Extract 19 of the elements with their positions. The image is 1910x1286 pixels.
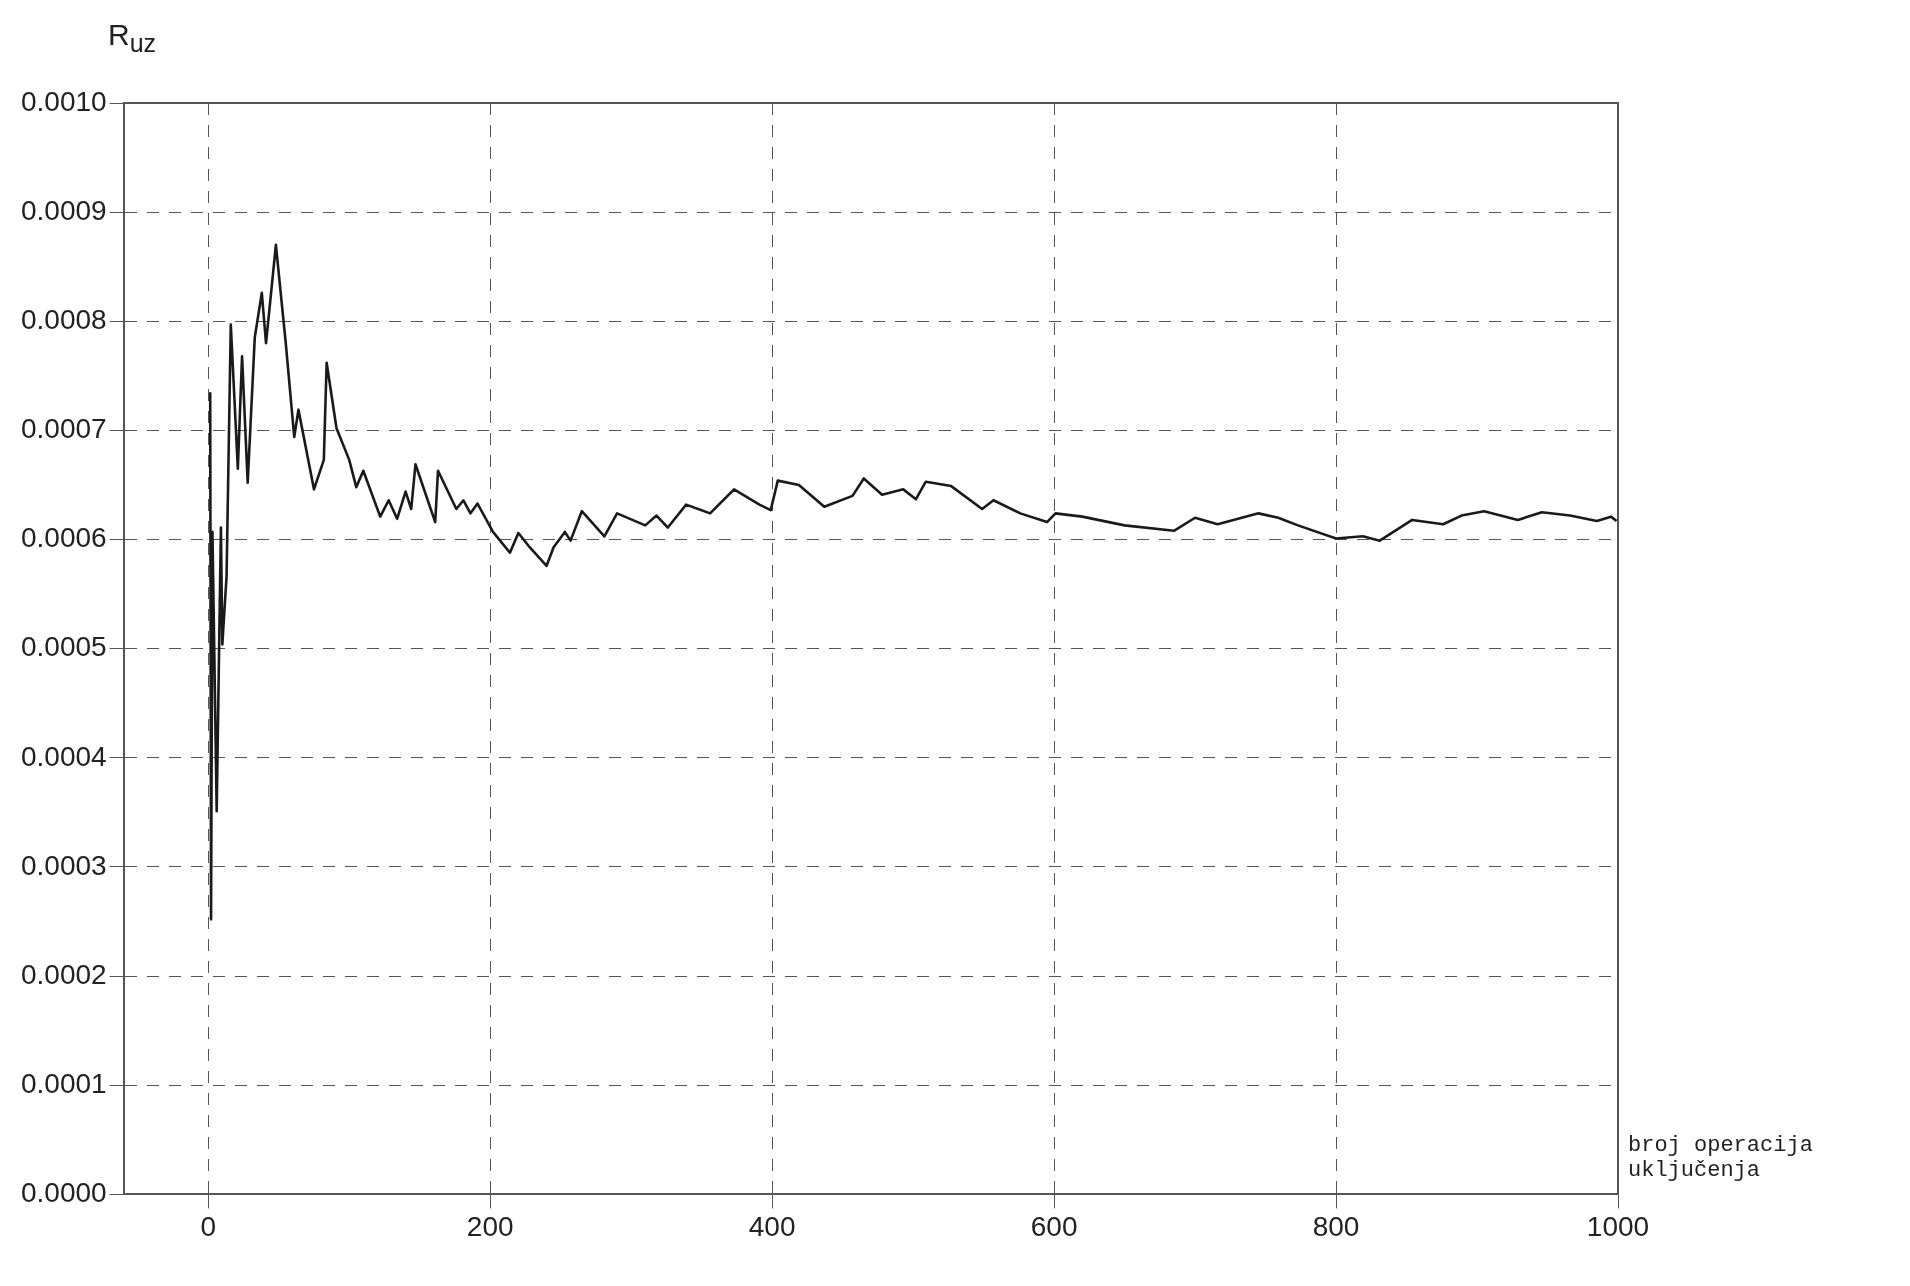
y-axis-title: R$_{uz}$ — [108, 18, 157, 58]
x-tick-label: 400 — [748, 1210, 796, 1242]
y-tick-label: 0.0003 — [21, 849, 107, 881]
y-tick-label: 0.0005 — [21, 631, 107, 663]
x-tick-label: 1000 — [1586, 1210, 1650, 1242]
y-tick-label: 0.0006 — [21, 522, 107, 554]
y-tick-label: 0.0000 — [21, 1177, 107, 1209]
y-tick-label: 0.0002 — [21, 958, 107, 990]
y-tick-label: 0.0007 — [21, 413, 107, 445]
y-tick-label: 0.0010 — [21, 85, 107, 117]
y-tick-label: 0.0009 — [21, 194, 107, 226]
y-tick-label: 0.0008 — [21, 304, 107, 335]
y-tick-label: 0.0004 — [21, 740, 107, 772]
x-axis-title: broj operacija uključenja — [1628, 1133, 1814, 1183]
x-tick-label: 200 — [466, 1210, 514, 1242]
x-tick-label: 800 — [1312, 1210, 1360, 1242]
x-tick-label: 600 — [1030, 1210, 1078, 1242]
y-tick-label: 0.0001 — [21, 1067, 107, 1099]
x-tick-label: 0 — [200, 1210, 217, 1242]
